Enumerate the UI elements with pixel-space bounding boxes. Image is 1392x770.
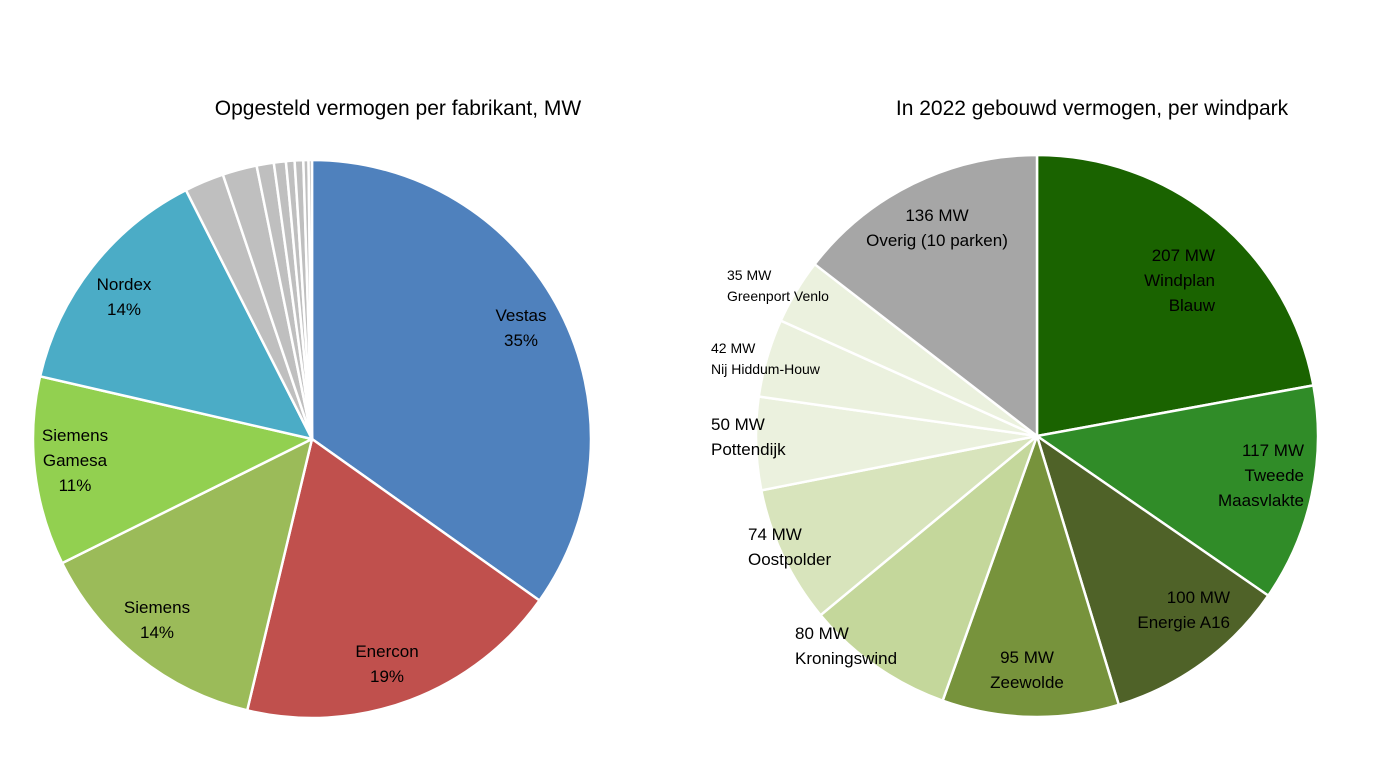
pie-1-slice-7-label: 42 MW Nij Hiddum-Houw [711, 340, 821, 377]
pie-1-slice-4-label: 80 MW Kroningswind [795, 624, 897, 668]
pie-1-slice-6-label: 50 MW Pottendijk [711, 415, 786, 459]
pie-1-slice-1 [1035, 384, 1320, 597]
pie-0-slice-2-label: Siemens 14% [124, 598, 190, 642]
pie-0-slice-4 [38, 188, 314, 441]
pie-1-slice-0-label: 207 MW Windplan Blauw [1144, 246, 1216, 315]
pie-0-slice-3-label: Siemens Gamesa 11% [42, 426, 108, 495]
pie-0-slice-1 [245, 437, 541, 720]
pie-1-slice-8-label: 35 MW Greenport Venlo [727, 267, 829, 304]
pie-1-slice-0 [1035, 153, 1315, 438]
pie-1-slice-2 [1035, 434, 1270, 707]
pie-0-slice-12 [307, 158, 314, 441]
pie-1-slice-1-label: 117 MW Tweede Maasvlakte [1218, 441, 1304, 510]
windpark-pie: 207 MW Windplan Blauw 117 MW Tweede Maasvlakt… [711, 153, 1320, 719]
pie-0-slice-4-label: Nordex 14% [97, 275, 152, 319]
pie-0-slice-2 [60, 437, 314, 712]
left-chart-title: Opgesteld vermogen per fabrikant, MW [214, 97, 582, 120]
manufacturer-pie: Vestas 35% Enercon 19% Siemens 14% Siemens Game… [31, 158, 593, 720]
pie-1-slice-5-label: 74 MW Oostpolder [748, 525, 831, 569]
pie-1-slice-4 [819, 434, 1039, 702]
pie-1-slice-3 [941, 434, 1121, 719]
pie-0-slice-0-label: Vestas 35% [495, 306, 546, 350]
pie-1-slice-2-label: 100 MW Energie A16 [1137, 588, 1230, 632]
pie-0-slice-0 [310, 158, 593, 602]
pie-1-slice-5 [760, 434, 1039, 617]
pie-1-slice-9 [813, 153, 1039, 438]
pie-0-slice-1-label: Enercon 19% [355, 642, 418, 686]
pie-1-slice-9-label: 136 MW Overig (10 parken) [866, 206, 1008, 250]
pie-1-slice-3-label: 95 MW Zeewolde [990, 648, 1064, 692]
right-chart-title: In 2022 gebouwd vermogen, per windpark [895, 97, 1289, 120]
